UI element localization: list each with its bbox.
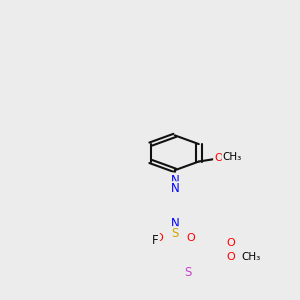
Text: O: O: [227, 252, 236, 262]
Text: N: N: [170, 217, 179, 230]
Text: N: N: [170, 182, 179, 195]
Text: F: F: [152, 233, 159, 247]
Text: CH₃: CH₃: [242, 252, 261, 262]
Text: O: O: [227, 238, 236, 248]
Text: S: S: [184, 266, 191, 279]
Text: S: S: [171, 227, 178, 240]
Text: O: O: [154, 232, 163, 242]
Text: O: O: [214, 153, 223, 164]
Text: O: O: [186, 232, 195, 242]
Text: N: N: [170, 174, 179, 187]
Text: CH₃: CH₃: [223, 152, 242, 161]
